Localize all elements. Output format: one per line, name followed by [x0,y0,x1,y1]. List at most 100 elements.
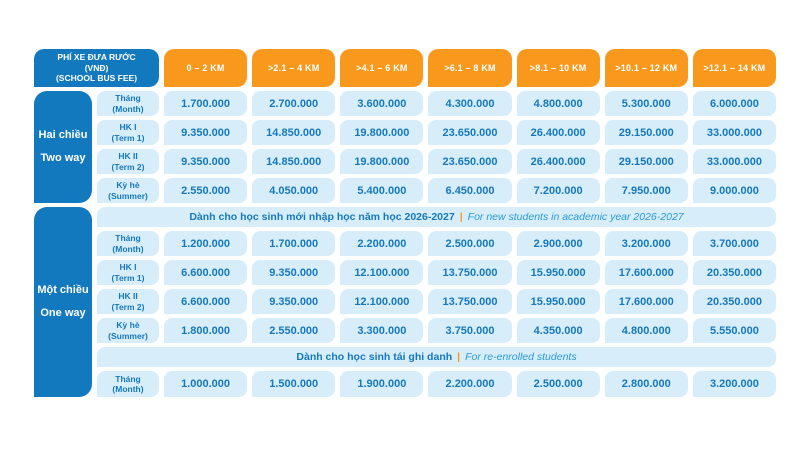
fee-cell: 33.000.000 [692,149,776,174]
distance-header-6-8km: >6.1 – 8 KM [428,49,512,87]
fee-cell: 9.350.000 [164,149,248,174]
fee-cell: 1.800.000 [164,318,248,343]
distance-header-0-2km: 0 – 2 KM [164,49,248,87]
fee-cell: 3.300.000 [340,318,424,343]
group-one-way-vi: Một chiều [37,283,89,296]
row-label-vi: HK II [118,291,138,302]
fee-cell: 17.600.000 [604,289,688,314]
fee-cell: 7.200.000 [516,178,600,203]
row-label-month: Tháng (Month) [97,231,159,256]
distance-header-4-6km: >4.1 – 6 KM [340,49,424,87]
fee-cell: 1.000.000 [164,371,248,397]
banner-separator: | [457,351,461,363]
fee-cell: 9.000.000 [692,178,776,203]
banner-text-vi: Dành cho học sinh tái ghi danh [296,351,453,363]
fee-cell: 7.950.000 [604,178,688,203]
row-label-vi: Tháng [115,373,141,384]
fee-cell: 4.050.000 [252,178,336,203]
fee-cell: 3.200.000 [692,371,776,397]
row-label-term2: HK II (Term 2) [97,289,159,314]
fee-cell: 13.750.000 [428,260,512,285]
banner-text-vi: Dành cho học sinh mới nhập học năm học 2… [189,211,455,223]
group-one-way-en: One way [40,307,86,319]
fee-cell: 20.350.000 [692,260,776,285]
group-two-way-vi: Hai chiều [38,128,88,141]
fee-cell: 5.550.000 [692,318,776,343]
fee-cell: 26.400.000 [516,149,600,174]
fee-cell: 4.800.000 [604,318,688,343]
banner-new-students: Dành cho học sinh mới nhập học năm học 2… [97,207,776,227]
banner-reenrolled-students: Dành cho học sinh tái ghi danh | For re-… [97,347,776,367]
fee-cell: 9.350.000 [164,120,248,145]
fee-cell: 29.150.000 [604,149,688,174]
fee-cell: 26.400.000 [516,120,600,145]
fee-cell: 2.900.000 [516,231,600,256]
row-label-month: Tháng (Month) [97,91,159,116]
row-label-en: (Term 2) [111,301,145,312]
table-corner-header: PHÍ XE ĐƯA RƯỚC (VNĐ) (SCHOOL BUS FEE) [34,49,159,87]
fee-cell: 15.950.000 [516,260,600,285]
distance-header-8-10km: >8.1 – 10 KM [516,49,600,87]
fee-cell: 9.350.000 [252,289,336,314]
banner-text-en: For new students in academic year 2026-2… [467,211,684,223]
group-label-two-way: Hai chiều Two way [34,91,92,203]
fee-cell: 5.400.000 [340,178,424,203]
fee-cell: 2.800.000 [604,371,688,397]
fee-cell: 1.700.000 [164,91,248,116]
fee-cell: 19.800.000 [340,149,424,174]
row-label-summer: Kỳ hè (Summer) [97,178,159,203]
fee-cell: 4.800.000 [516,91,600,116]
group-label-one-way: Một chiều One way [34,207,92,397]
row-label-en: (Summer) [108,330,148,341]
fee-cell: 23.650.000 [428,120,512,145]
fee-cell: 15.950.000 [516,289,600,314]
fee-cell: 20.350.000 [692,289,776,314]
fee-cell: 6.600.000 [164,260,248,285]
row-label-vi: HK I [119,262,137,273]
fee-cell: 1.500.000 [252,371,336,397]
fee-cell: 14.850.000 [252,120,336,145]
fee-cell: 3.200.000 [604,231,688,256]
row-label-term1: HK I (Term 1) [97,120,159,145]
corner-title-en: (SCHOOL BUS FEE) [55,73,138,84]
fee-cell: 6.450.000 [428,178,512,203]
fee-cell: 9.350.000 [252,260,336,285]
row-label-vi: Kỳ hè [116,320,140,331]
row-label-term2: HK II (Term 2) [97,149,159,174]
row-label-vi: HK I [119,122,137,133]
row-label-vi: Tháng [115,93,141,104]
distance-header-10-12km: >10.1 – 12 KM [604,49,688,87]
fee-cell: 33.000.000 [692,120,776,145]
banner-text-en: For re-enrolled students [465,351,577,363]
row-label-term1: HK I (Term 1) [97,260,159,285]
fee-cell: 2.500.000 [428,231,512,256]
row-label-en: (Month) [112,384,144,394]
fee-cell: 2.500.000 [516,371,600,397]
row-label-vi: Tháng [115,233,141,244]
fee-cell: 13.750.000 [428,289,512,314]
corner-title-currency: (VNĐ) [84,62,109,73]
fee-cell: 3.700.000 [692,231,776,256]
row-label-vi: Kỳ hè [116,180,140,191]
fee-cell: 1.900.000 [340,371,424,397]
fee-cell: 14.850.000 [252,149,336,174]
fee-cell: 2.200.000 [428,371,512,397]
fee-cell: 12.100.000 [340,289,424,314]
fee-cell: 6.000.000 [692,91,776,116]
group-two-way-en: Two way [40,152,86,164]
row-label-en: (Summer) [108,190,148,201]
fee-cell: 3.600.000 [340,91,424,116]
fee-cell: 1.700.000 [252,231,336,256]
corner-title-vi: PHÍ XE ĐƯA RƯỚC [57,52,136,63]
distance-header-12-14km: >12.1 – 14 KM [692,49,776,87]
row-label-en: (Month) [112,243,144,254]
fee-cell: 2.550.000 [164,178,248,203]
fee-cell: 2.200.000 [340,231,424,256]
fee-cell: 4.350.000 [516,318,600,343]
fee-cell: 12.100.000 [340,260,424,285]
row-label-month: Tháng (Month) [97,371,159,397]
fee-cell: 2.550.000 [252,318,336,343]
row-label-en: (Term 2) [111,161,145,172]
banner-separator: | [459,211,463,223]
fee-cell: 1.200.000 [164,231,248,256]
